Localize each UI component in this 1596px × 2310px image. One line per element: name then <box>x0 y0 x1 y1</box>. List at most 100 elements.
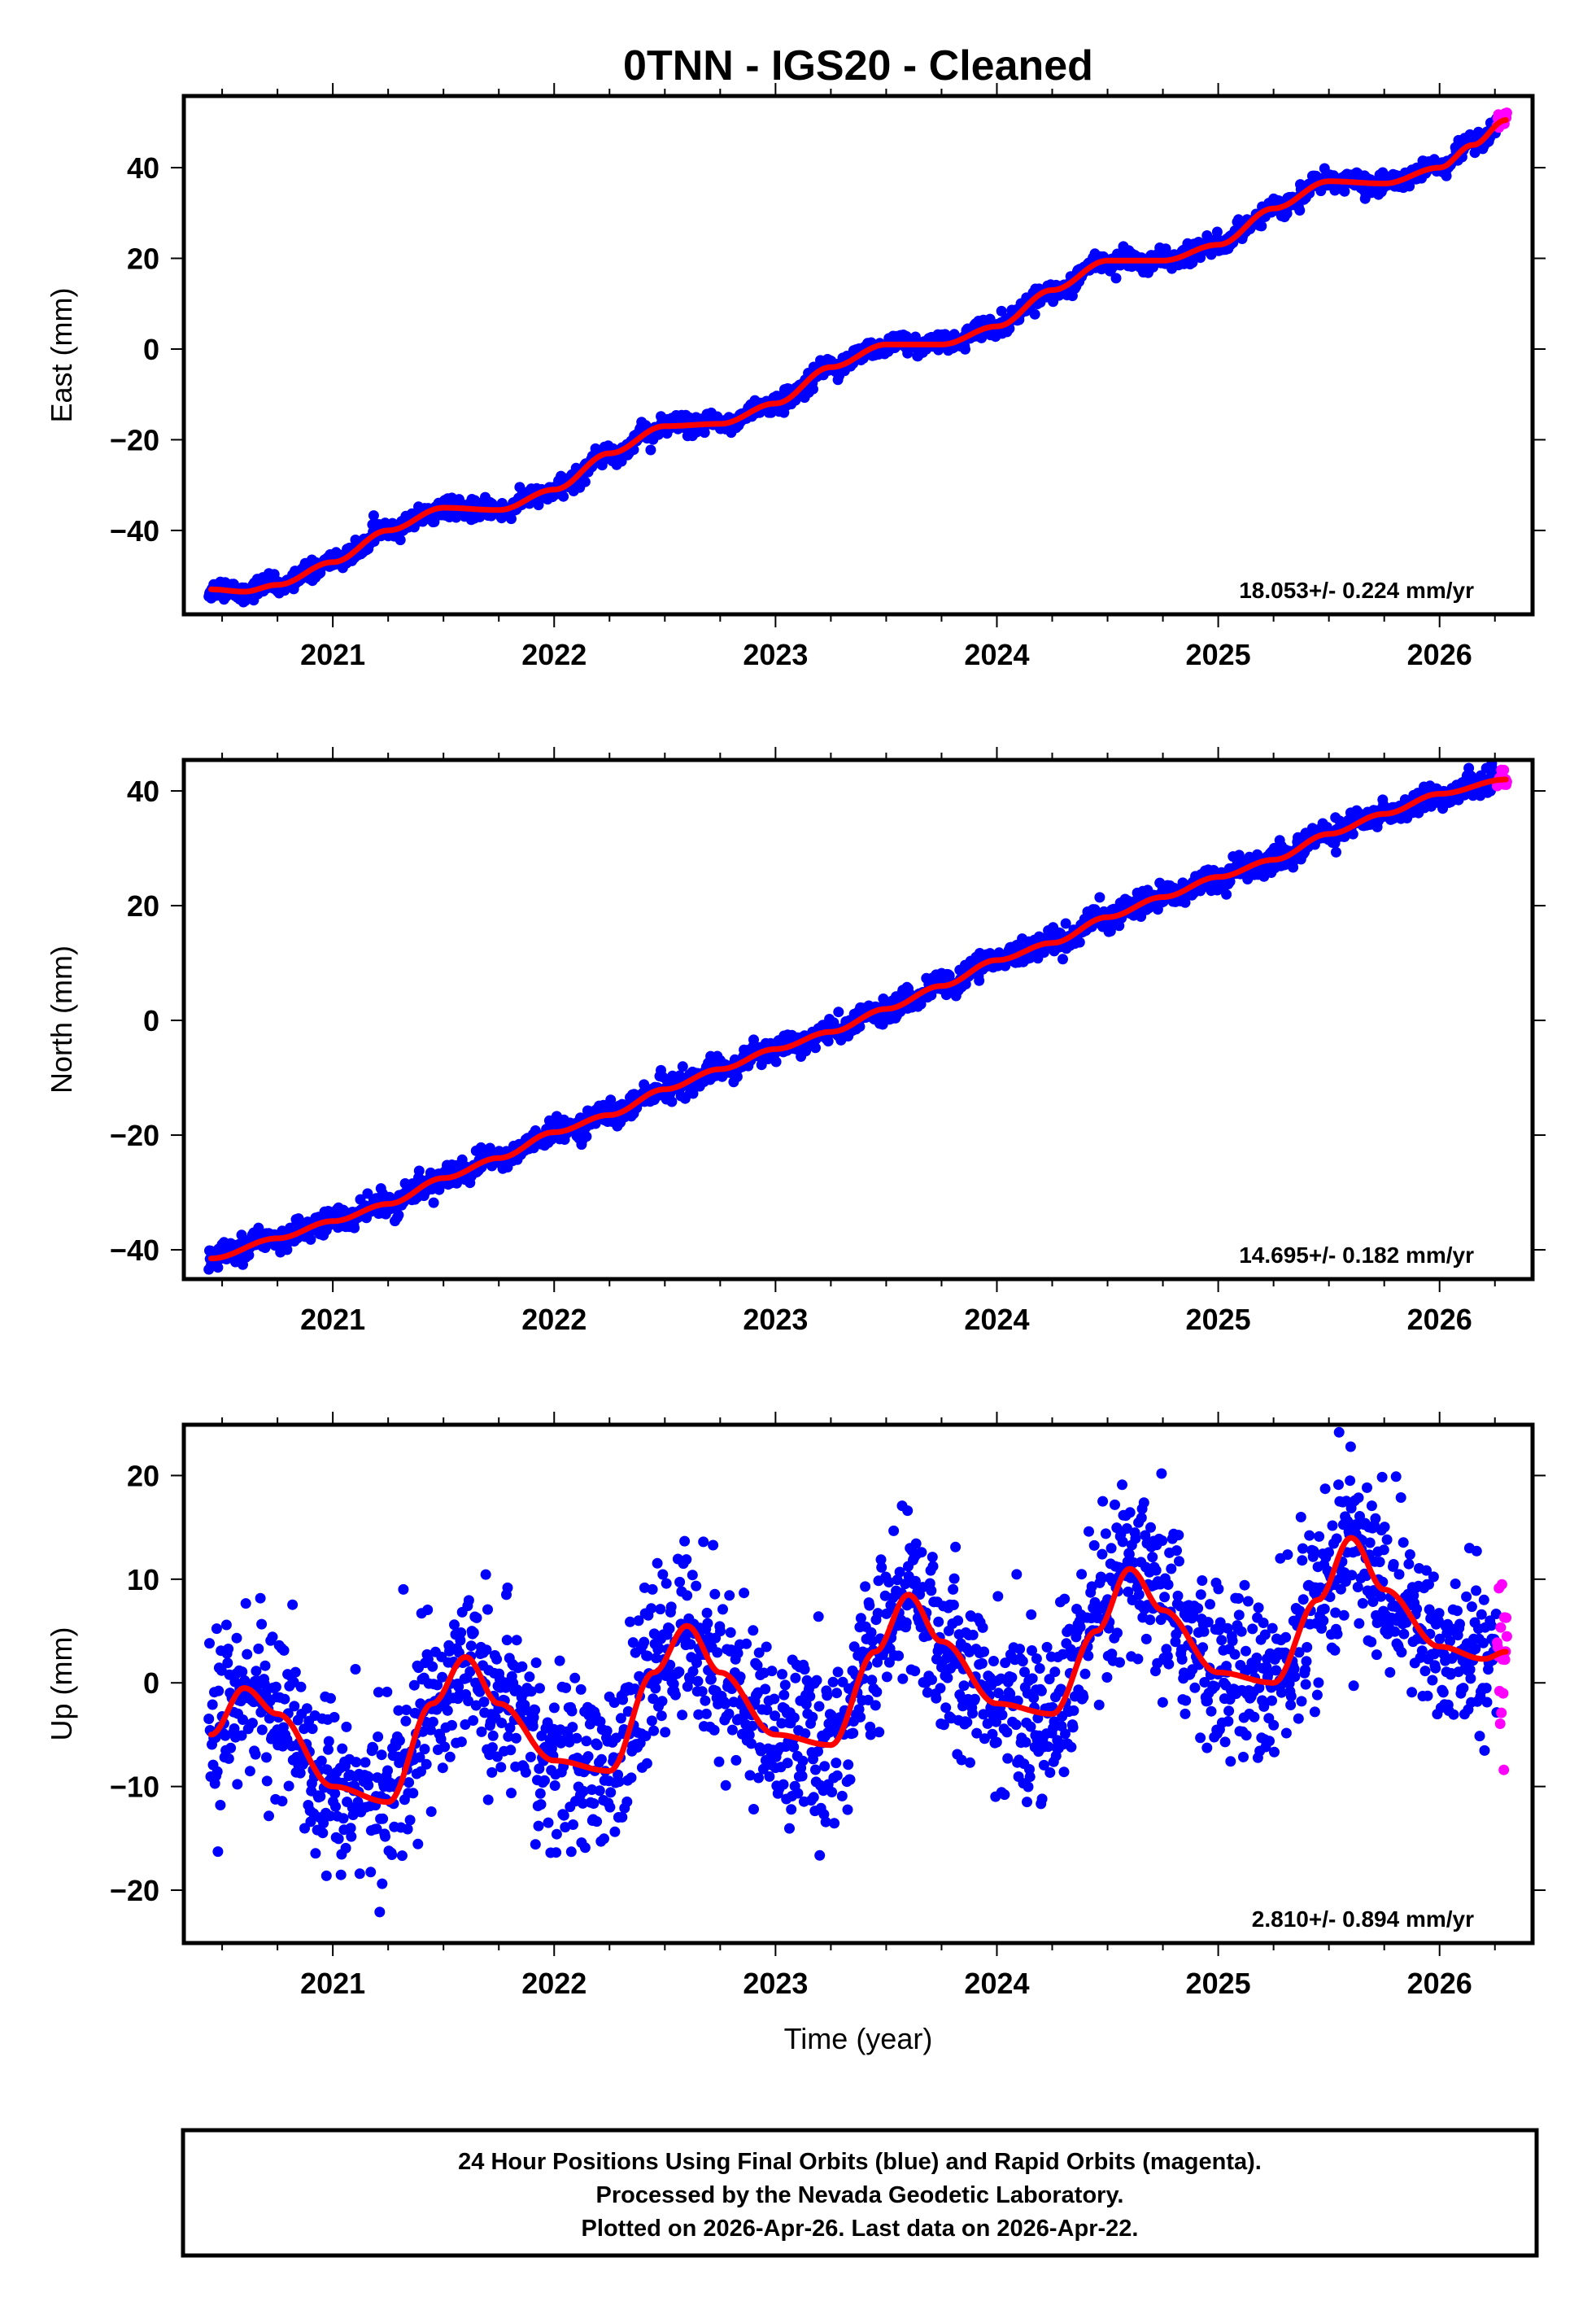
up-data-point <box>568 1819 578 1830</box>
east-rate-label: 18.053+/- 0.224 mm/yr <box>1239 578 1474 603</box>
up-data-point <box>661 1579 672 1589</box>
up-data-point <box>241 1598 251 1609</box>
up-data-point <box>215 1800 225 1810</box>
up-data-point <box>324 1736 334 1747</box>
up-data-point <box>222 1657 233 1668</box>
up-data-point <box>727 1725 738 1736</box>
up-data-point <box>443 1705 453 1716</box>
up-data-point <box>374 1906 385 1917</box>
up-data-point <box>524 1671 534 1682</box>
up-data-point <box>365 1867 376 1877</box>
north-y-tick-label: 40 <box>127 775 159 808</box>
up-data-point <box>472 1613 482 1623</box>
up-data-point <box>709 1589 720 1600</box>
north-x-tick-label: 2025 <box>1186 1303 1251 1336</box>
up-data-point <box>382 1766 393 1776</box>
up-data-point <box>648 1584 658 1595</box>
up-data-point <box>665 1623 675 1634</box>
up-data-point <box>674 1577 685 1587</box>
east-plot-area <box>203 107 1512 607</box>
up-data-point <box>483 1795 494 1806</box>
up-data-point <box>646 1603 656 1614</box>
up-data-point <box>681 1554 691 1565</box>
up-data-point <box>655 1604 665 1614</box>
up-data-point <box>405 1814 416 1825</box>
up-data-point <box>682 1590 692 1600</box>
north-y-tick-label: −40 <box>110 1234 159 1267</box>
north-data-point <box>429 1198 439 1208</box>
up-data-point <box>408 1788 418 1798</box>
east-rapid-point <box>1502 107 1512 118</box>
east-x-tick-label: 2025 <box>1186 638 1251 671</box>
up-data-point <box>277 1796 287 1806</box>
up-data-point <box>296 1682 307 1692</box>
up-data-point <box>382 1687 392 1697</box>
north-final-orbit-points <box>203 758 1502 1275</box>
up-data-point <box>549 1702 560 1713</box>
north-y-tick-label: 20 <box>127 889 159 923</box>
up-data-point <box>317 1827 328 1838</box>
up-data-point <box>421 1759 432 1770</box>
up-data-point <box>321 1871 332 1881</box>
up-data-point <box>674 1666 684 1677</box>
up-data-point <box>495 1762 506 1772</box>
up-data-point <box>397 1850 408 1861</box>
up-data-point <box>652 1558 663 1569</box>
up-data-point <box>403 1824 413 1835</box>
up-data-point <box>552 1829 562 1840</box>
up-data-point <box>511 1733 521 1744</box>
up-data-point <box>677 1710 687 1720</box>
up-data-point <box>602 1726 613 1736</box>
up-data-point <box>420 1744 430 1754</box>
up-data-point <box>310 1848 321 1858</box>
up-data-point <box>567 1722 578 1732</box>
up-data-point <box>605 1787 616 1797</box>
up-data-point <box>337 1744 347 1754</box>
up-data-point <box>341 1843 351 1854</box>
east-x-tick-label: 2021 <box>300 638 365 671</box>
north-x-tick-label: 2024 <box>964 1303 1029 1336</box>
up-data-point <box>232 1779 242 1789</box>
up-data-point <box>566 1846 577 1857</box>
up-data-point <box>355 1868 365 1879</box>
north-data-point <box>305 1234 316 1245</box>
east-data-point <box>1111 273 1122 283</box>
up-data-point <box>700 1696 710 1706</box>
up-data-point <box>551 1847 561 1858</box>
east-x-tick-label: 2024 <box>964 638 1029 671</box>
up-data-point <box>261 1752 272 1762</box>
up-data-point <box>245 1766 255 1776</box>
up-data-point <box>330 1801 341 1812</box>
north-data-point <box>414 1166 425 1177</box>
up-data-point <box>517 1662 527 1672</box>
up-data-point <box>702 1608 713 1618</box>
up-data-point <box>221 1620 232 1631</box>
up-data-point <box>491 1654 502 1665</box>
up-data-point <box>503 1583 513 1593</box>
east-y-tick-label: −20 <box>110 423 159 456</box>
up-data-point <box>336 1870 347 1880</box>
up-data-point <box>535 1788 546 1799</box>
up-data-point <box>604 1802 615 1813</box>
up-data-point <box>709 1725 720 1736</box>
up-data-point <box>351 1664 361 1675</box>
up-data-point <box>380 1832 390 1842</box>
up-data-point <box>721 1780 731 1791</box>
up-data-point <box>657 1696 668 1706</box>
up-data-point <box>592 1740 603 1750</box>
up-data-point <box>521 1767 531 1778</box>
up-data-point <box>505 1745 516 1755</box>
north-x-tick-label: 2021 <box>300 1303 365 1336</box>
up-data-point <box>445 1752 456 1762</box>
up-data-point <box>268 1631 278 1642</box>
up-data-point <box>279 1645 290 1656</box>
up-data-point <box>560 1683 571 1693</box>
north-data-point <box>771 1057 782 1068</box>
up-data-point <box>486 1767 497 1778</box>
up-data-point <box>271 1682 281 1692</box>
up-data-point <box>287 1600 298 1610</box>
up-data-point <box>639 1637 649 1648</box>
